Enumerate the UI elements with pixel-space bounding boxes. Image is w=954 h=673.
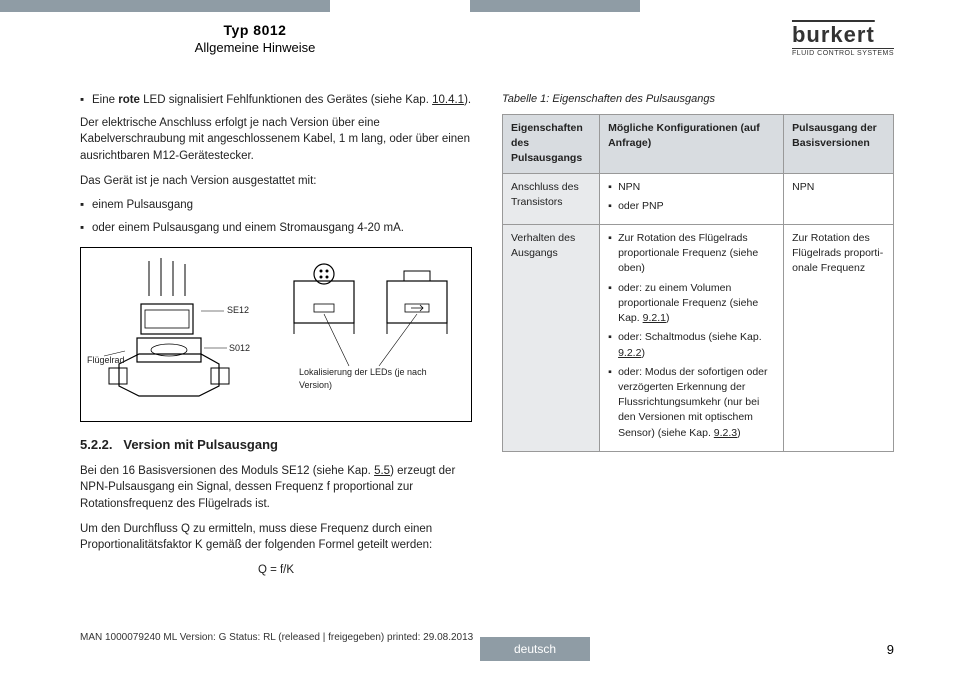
equip-bullet-2: ▪oder einem Pulsausgang und einem Stroma… (80, 220, 472, 237)
th-basis: Pulsausgang der Basisversionen (784, 114, 894, 173)
bullet-icon: ▪ (608, 365, 618, 441)
diagram-box: SE12 Flügelrad S012 Lokalisierung der LE… (80, 247, 472, 422)
doc-type: Typ 8012 (80, 22, 430, 38)
logo-tagline: FLUID CONTROL SYSTEMS (792, 48, 894, 57)
cell-r2c2: ▪Zur Rotation des Flü­gelrads proportion… (600, 225, 784, 452)
cell-r1c2: ▪NPN ▪oder PNP (600, 173, 784, 224)
th-konfig: Mögliche Konfigura­tionen (auf Anfrage) (600, 114, 784, 173)
section-heading: 5.2.2. Version mit Pulsausgang (80, 436, 472, 455)
th-eigenschaften: Eigen­schaften des Pulsausgangs (503, 114, 600, 173)
bullet-icon: ▪ (608, 199, 618, 214)
bullet-icon: ▪ (80, 197, 92, 214)
pulse-output-table: Eigen­schaften des Pulsausgangs Mögliche… (502, 114, 894, 452)
equip-bullet-1: ▪einem Pulsausgang (80, 197, 472, 214)
bullet-icon: ▪ (80, 92, 92, 109)
label-se12: SE12 (227, 304, 249, 317)
content-area: ▪ Eine rote LED signalisiert Fehlfunktio… (80, 92, 894, 623)
top-bars (0, 0, 954, 12)
bullet-icon: ▪ (608, 281, 618, 327)
left-column: ▪ Eine rote LED signalisiert Fehlfunktio… (80, 92, 472, 623)
label-s012: S012 (229, 342, 250, 355)
cell-r2c1: Verhalten des Ausgangs (503, 225, 600, 452)
link-9-2-1[interactable]: 9.2.1 (643, 312, 666, 324)
logo-text: burkert (792, 22, 894, 48)
table-caption: Tabelle 1: Eigenschaften des Pulsausgang… (502, 92, 894, 108)
link-9-2-2[interactable]: 9.2.2 (618, 347, 641, 359)
link-5-5[interactable]: 5.5 (374, 465, 390, 477)
bar-segment-1 (0, 0, 330, 12)
cell-r1c3: NPN (784, 173, 894, 224)
formula: Q = f/K (80, 562, 472, 579)
bar-segment-2 (470, 0, 640, 12)
cell-r2c3: Zur Rotation des Flügelrads proporti­ona… (784, 225, 894, 452)
footer-man: MAN 1000079240 ML Version: G Status: RL … (80, 632, 473, 643)
para-ausgestattet: Das Gerät ist je nach Version ausgestatt… (80, 173, 472, 190)
intro-bullet-text: Eine rote LED signalisiert Fehlfunktione… (92, 92, 471, 109)
bullet-icon: ▪ (608, 231, 618, 277)
doc-subtitle: Allgemeine Hinweise (80, 40, 430, 55)
bullet-icon: ▪ (608, 330, 618, 360)
header-left: Typ 8012 Allgemeine Hinweise (80, 22, 430, 55)
para-formula-intro: Um den Durchfluss Q zu ermitteln, muss d… (80, 521, 472, 554)
para-basis: Bei den 16 Basisversionen des Moduls SE1… (80, 463, 472, 513)
intro-bullet: ▪ Eine rote LED signalisiert Fehlfunktio… (80, 92, 472, 109)
link-10-4-1[interactable]: 10.4.1 (432, 94, 464, 106)
diagram: SE12 Flügelrad S012 Lokalisierung der LE… (89, 256, 463, 413)
para-anschluss: Der elektrische Anschluss erfolgt je nac… (80, 115, 472, 165)
bullet-icon: ▪ (80, 220, 92, 237)
label-flugelrad: Flügelrad (87, 354, 125, 367)
right-column: Tabelle 1: Eigenschaften des Pulsausgang… (502, 92, 894, 623)
language-tab: deutsch (480, 637, 590, 661)
brand-logo: burkert FLUID CONTROL SYSTEMS (792, 22, 894, 57)
link-9-2-3[interactable]: 9.2.3 (714, 427, 737, 439)
page-number: 9 (887, 642, 894, 657)
page-header: Typ 8012 Allgemeine Hinweise burkert FLU… (80, 22, 894, 57)
cell-r1c1: Anschluss des Transistors (503, 173, 600, 224)
bullet-icon: ▪ (608, 180, 618, 195)
label-leds: Lokalisierung der LEDs (je nach Version) (299, 366, 449, 392)
